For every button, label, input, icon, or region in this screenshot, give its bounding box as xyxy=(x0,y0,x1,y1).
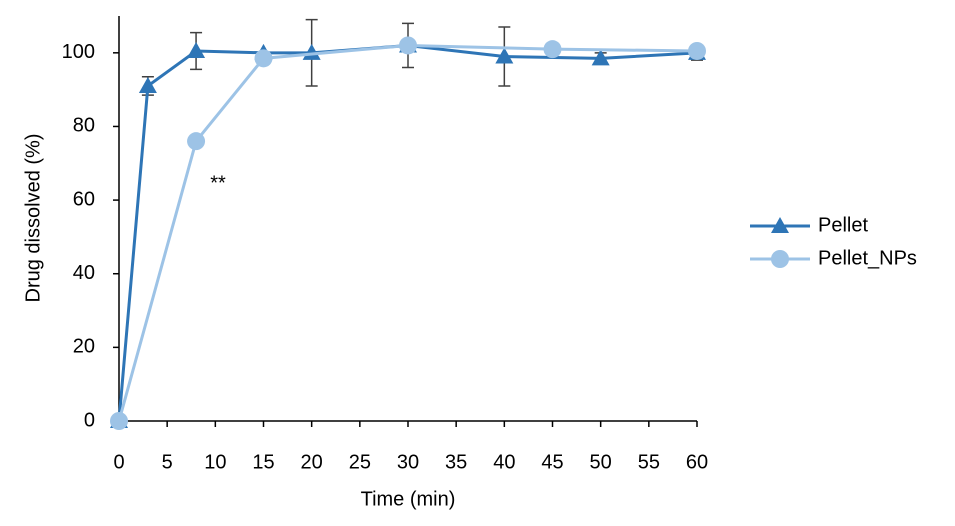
point xyxy=(543,40,562,59)
x-tick-label: 25 xyxy=(349,451,371,473)
point xyxy=(254,49,273,68)
series-line xyxy=(117,43,698,422)
legend-label: Pellet_NPs xyxy=(818,247,917,269)
y-tick-label: 60 xyxy=(73,188,95,210)
legend-marker xyxy=(771,217,789,233)
x-tick-label: 0 xyxy=(113,451,124,473)
point xyxy=(110,412,128,430)
x-axis-label: Time (min) xyxy=(361,488,456,510)
y-axis-label: Drug dissolved (%) xyxy=(22,134,44,303)
y-tick-label: 20 xyxy=(73,336,95,358)
y-tick-label: 100 xyxy=(62,41,95,63)
point xyxy=(187,132,206,151)
x-tick-label: 50 xyxy=(590,451,612,473)
legend-marker xyxy=(771,250,789,268)
x-tick-label: 40 xyxy=(493,451,515,473)
point xyxy=(688,41,706,60)
x-tick-label: 10 xyxy=(204,451,226,473)
legend-label: Pellet xyxy=(818,214,868,236)
x-tick-label: 45 xyxy=(541,451,563,473)
y-tick-label: 80 xyxy=(73,115,95,137)
point xyxy=(187,41,206,58)
series-line xyxy=(117,43,698,422)
x-tick-label: 60 xyxy=(686,451,708,473)
x-tick-label: 30 xyxy=(397,451,419,473)
x-tick-label: 55 xyxy=(638,451,660,473)
x-tick-label: 35 xyxy=(445,451,467,473)
y-tick-label: 0 xyxy=(84,409,95,431)
point xyxy=(495,47,514,64)
annotation: ** xyxy=(210,172,226,194)
y-tick-label: 40 xyxy=(73,262,95,284)
point xyxy=(138,76,157,93)
x-tick-label: 5 xyxy=(162,451,173,473)
point xyxy=(591,49,610,66)
x-tick-label: 15 xyxy=(252,451,274,473)
point xyxy=(399,36,417,55)
x-tick-label: 20 xyxy=(301,451,323,473)
